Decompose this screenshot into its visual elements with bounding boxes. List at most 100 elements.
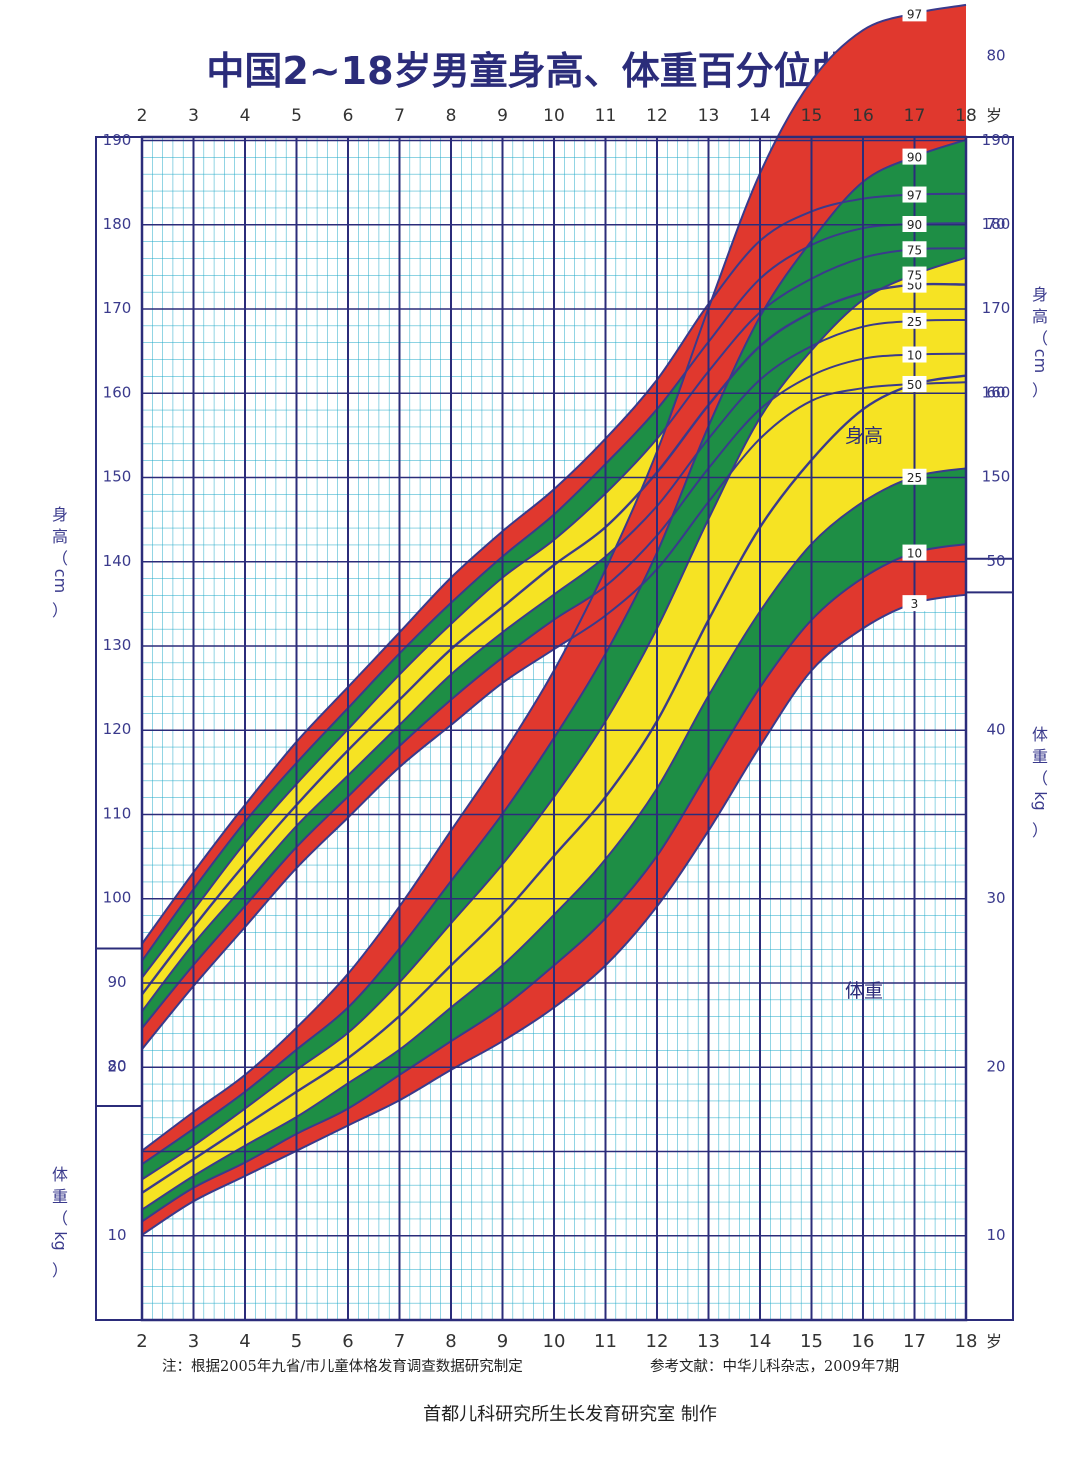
height-tick-left: 160: [103, 383, 132, 401]
axis-title-char: （: [52, 1209, 68, 1228]
label-box: [902, 186, 927, 203]
axis-title-char: kg: [51, 1231, 70, 1250]
weight-tick-right: 20: [986, 1058, 1005, 1076]
age-tick-bottom: 10: [543, 1331, 566, 1352]
axis-title-char: cm: [51, 569, 70, 593]
height-axis-title-left: 身高 （cm ）: [51, 505, 70, 620]
age-tick-bottom: 12: [646, 1331, 669, 1352]
weight-axis-title-right: 体重 （ kg ）: [1031, 725, 1050, 840]
height-axis-title-right: 身高 （cm ）: [1031, 285, 1050, 400]
label-text: 25: [907, 315, 922, 329]
height-tick-left: 180: [103, 215, 132, 233]
age-tick-top: 4: [240, 106, 251, 126]
age-tick-top: 18: [955, 106, 977, 126]
age-tick-top: 11: [595, 106, 617, 126]
weight-p97-label: 97: [902, 5, 927, 22]
axis-title-char: 重: [52, 1187, 68, 1206]
axis-title-char: ）: [1032, 821, 1048, 840]
weight-p10-label: 10: [902, 544, 927, 561]
weight-tick-left: 20: [107, 1058, 126, 1076]
label-text: 10: [907, 349, 922, 363]
label-box: [902, 312, 927, 329]
weight-p3-line: [141, 593, 967, 1236]
credit-line: 首都儿科研究所生长发育研究室 制作: [423, 1404, 717, 1425]
right-height-panel: [966, 136, 1014, 594]
height-tick-left: 100: [103, 889, 132, 907]
weight-p50-label: 50: [902, 376, 927, 393]
axis-title-char: 重: [1032, 747, 1048, 766]
height-tick-left: 150: [103, 468, 132, 486]
label-box: [902, 544, 927, 561]
label-box: [902, 468, 927, 485]
height-tick-right: 150: [982, 468, 1011, 486]
age-tick-bottom: 18: [955, 1331, 978, 1352]
weight-section-label: 体重: [845, 980, 883, 1002]
label-box: [902, 376, 927, 393]
height-tick-right: 180: [982, 215, 1011, 233]
age-tick-bottom: 7: [394, 1331, 405, 1352]
label-text: 97: [907, 7, 922, 21]
left-weight-panel: [95, 947, 142, 1321]
age-tick-bottom: 6: [342, 1331, 353, 1352]
label-box: [902, 216, 927, 232]
height-tick-right: 160: [982, 383, 1011, 401]
label-box: [902, 266, 927, 283]
weight-tick-right: 50: [986, 552, 1005, 570]
age-tick-top: 5: [291, 106, 302, 126]
label-text: 10: [907, 547, 922, 561]
axis-title-char: ）: [52, 1261, 68, 1280]
label-text: 90: [907, 218, 922, 232]
age-tick-bottom: 15: [800, 1331, 823, 1352]
age-tick-top: 12: [646, 106, 668, 126]
height-section-label: 身高: [845, 425, 883, 447]
age-tick-top: 10: [543, 106, 565, 126]
label-text: 3: [911, 597, 919, 611]
weight-p75-label: 75: [902, 266, 927, 283]
age-tick-top: 3: [188, 106, 199, 126]
axis-title-char: kg: [1031, 791, 1050, 810]
height-tick-right: 170: [982, 299, 1011, 317]
age-tick-top: 2: [137, 106, 148, 126]
height-tick-right: 190: [982, 131, 1011, 149]
age-unit-bottom: 岁: [986, 1332, 1002, 1351]
age-tick-top: 9: [497, 106, 508, 126]
age-tick-top: 16: [852, 106, 874, 126]
height-p75-label: 75: [902, 241, 927, 258]
height-tick-left: 190: [103, 131, 132, 149]
weight-tick-right: 70: [986, 215, 1005, 233]
height-tick-left: 170: [103, 299, 132, 317]
axis-title-char: 体: [52, 1165, 68, 1184]
axis-title-char: cm: [1031, 349, 1050, 373]
axis-title-char: 高: [52, 527, 68, 546]
height-tick-left: 140: [103, 552, 132, 570]
age-tick-top: 8: [446, 106, 457, 126]
chart-title: 中国2~18岁男童身高、体重百分位曲线图: [206, 49, 925, 93]
height-p10-line: [141, 352, 967, 1029]
weight-tick-right: 40: [986, 721, 1005, 739]
age-tick-top: 17: [904, 106, 926, 126]
axis-title-char: 身: [52, 505, 68, 524]
weight-tick-right: 10: [986, 1226, 1005, 1244]
weight-p90-label: 90: [902, 148, 927, 165]
age-tick-bottom: 17: [903, 1331, 926, 1352]
height-p25-line: [141, 319, 967, 1012]
label-text: 90: [907, 151, 922, 165]
label-box: [902, 346, 927, 363]
label-box: [902, 148, 927, 165]
height-tick-left: 90: [107, 973, 126, 991]
weight-p3-label: 3: [902, 595, 927, 612]
plot-border: [140, 135, 968, 1322]
height-tick-left: 130: [103, 636, 132, 654]
axis-title-char: 身: [1032, 285, 1048, 304]
axis-title-char: （: [1032, 329, 1048, 348]
age-tick-bottom: 16: [852, 1331, 875, 1352]
axis-labels: 2 2 3 3 4 4 5 5 6 6 7 7 8 8 9 9 10 10 11 11 12 12 13 13 14 14 15 15…: [51, 47, 1050, 1353]
label-text: 25: [907, 471, 922, 485]
height-p90-label: 90: [902, 216, 927, 232]
footnote-source: 注：根据2005年九省/市儿童体格发育调查数据研究制定: [162, 1357, 523, 1375]
chart-frame: [95, 135, 1014, 1322]
axis-title-char: ）: [52, 601, 68, 620]
weight-p25-label: 25: [902, 468, 927, 485]
age-tick-bottom: 9: [497, 1331, 508, 1352]
right-weight-panel: [966, 557, 1014, 1321]
